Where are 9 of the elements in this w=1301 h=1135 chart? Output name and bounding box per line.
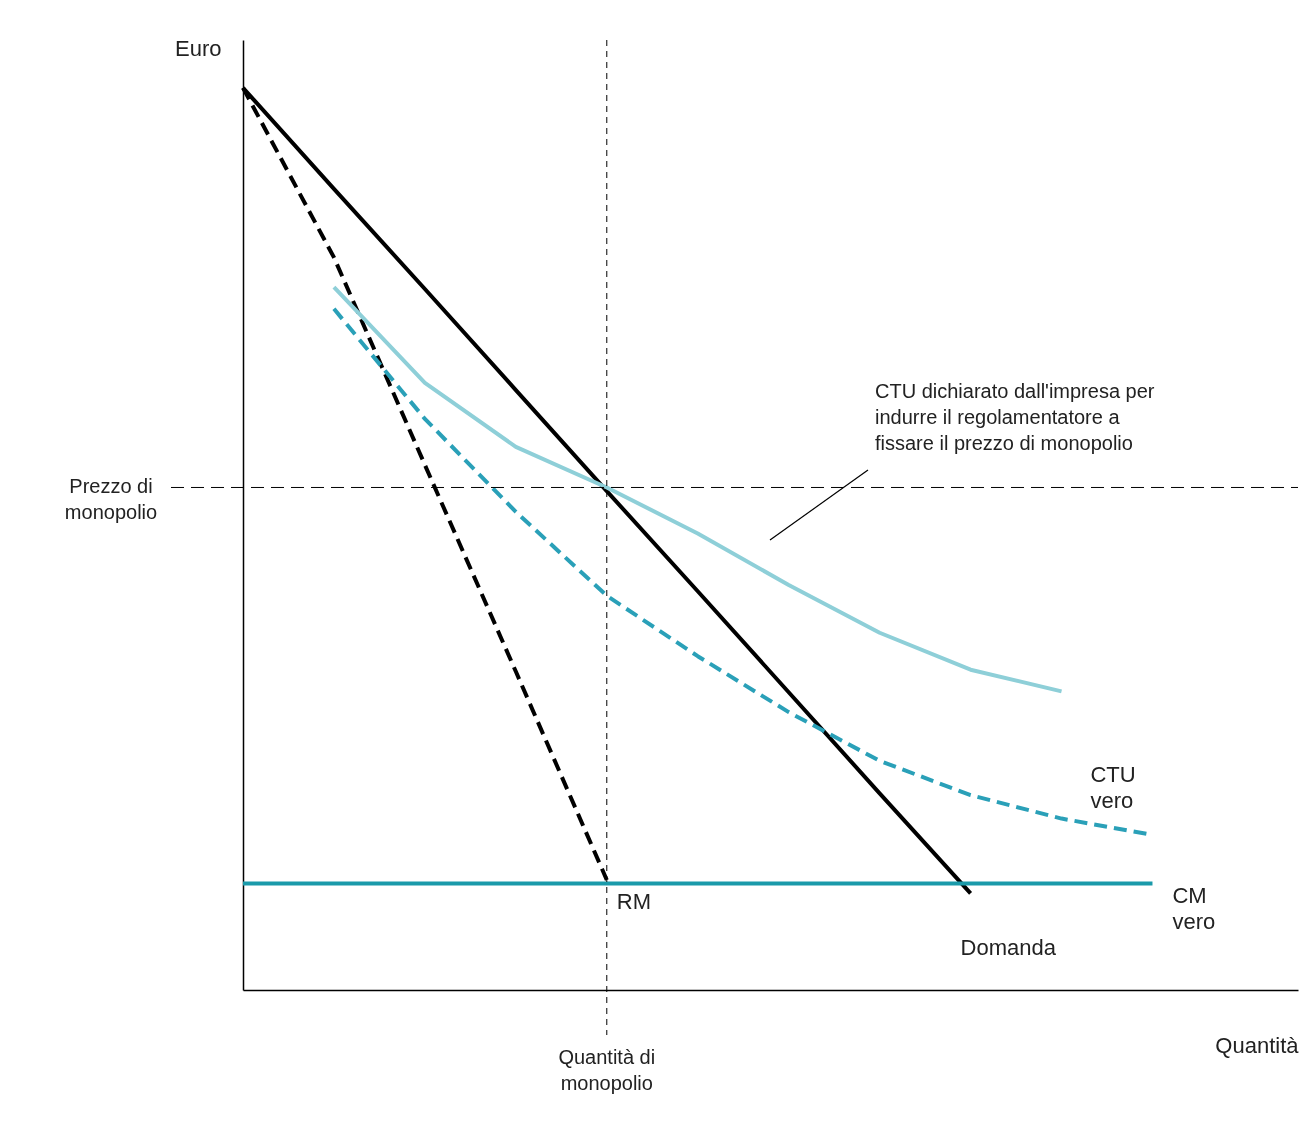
- ref-line-label: Prezzo di monopolio: [64, 475, 158, 524]
- x-axis-title: Quantità: [1215, 1032, 1300, 1058]
- series-label: CTU vero: [1090, 761, 1136, 813]
- text: Quantità di monopolio: [558, 1046, 656, 1094]
- annotation: CTU dichiarato dall'impresa per indurre il regolamentatore a fissare il prezzo di monopolio: [875, 380, 1155, 454]
- series-label: CM vero: [1172, 882, 1216, 934]
- y-axis-title: Euro: [175, 35, 222, 61]
- series-label: Domanda: [960, 935, 1057, 961]
- series-label: RM: [616, 888, 652, 914]
